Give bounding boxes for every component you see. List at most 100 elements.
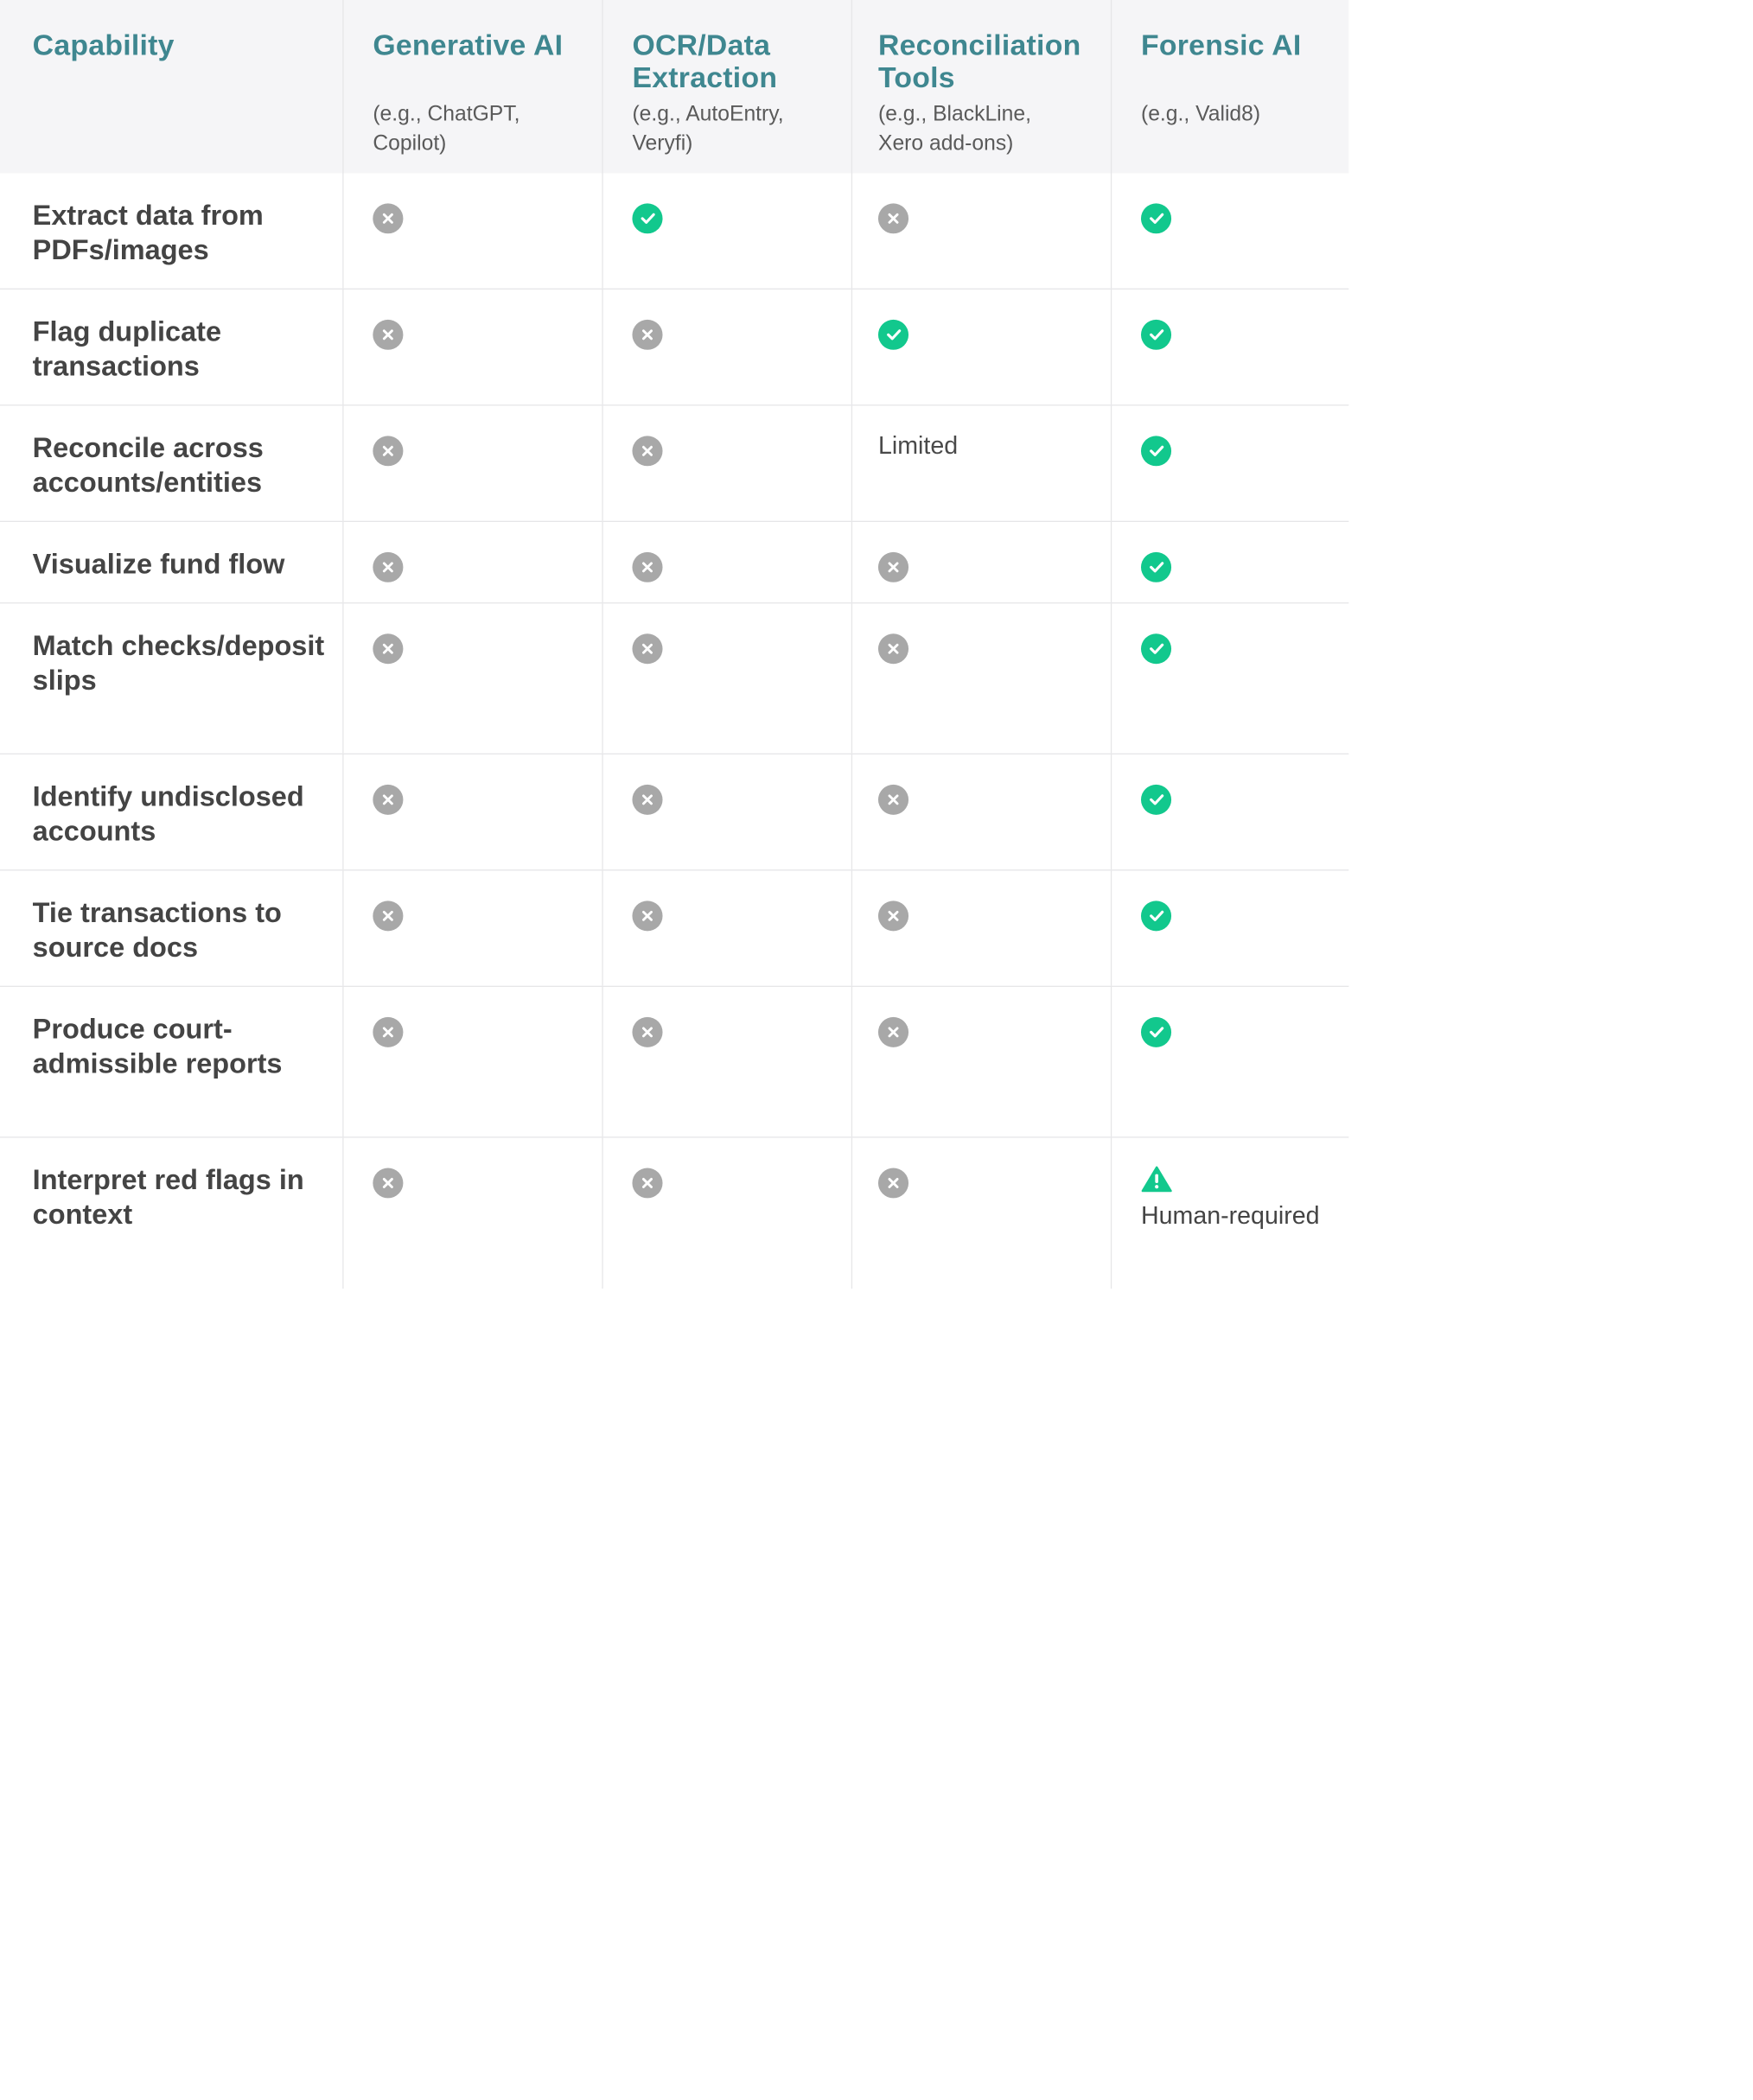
value-cell xyxy=(851,173,1111,289)
x-circle-icon xyxy=(373,900,404,932)
capability-cell: Interpret red flags in context xyxy=(0,1138,342,1289)
column-title: Forensic AI xyxy=(1140,28,1302,62)
header-cell-reconciliation-tools: Reconciliation Tools (e.g., BlackLine, X… xyxy=(851,0,1111,174)
capability-label: Match checks/deposit slips xyxy=(32,630,325,697)
value-cell xyxy=(342,521,602,603)
value-cell xyxy=(1110,289,1348,405)
check-circle-icon xyxy=(1140,900,1172,932)
header-cell-capability: Capability xyxy=(0,0,342,173)
value-cell xyxy=(851,603,1111,754)
capability-cell: Flag duplicate transactions xyxy=(0,290,342,404)
x-circle-icon xyxy=(877,784,909,815)
column-title: Generative AI xyxy=(373,28,564,62)
x-circle-icon xyxy=(877,551,909,582)
capability-cell: Reconcile across accounts/entities xyxy=(0,405,342,520)
x-circle-icon xyxy=(877,203,909,234)
value-cell: Human-required xyxy=(1110,1137,1348,1289)
value-text: Limited xyxy=(877,431,959,460)
value-cell xyxy=(342,1137,602,1289)
value-cell xyxy=(342,870,602,986)
x-circle-icon xyxy=(877,633,909,665)
x-circle-icon xyxy=(632,319,663,350)
check-circle-icon xyxy=(1140,551,1172,582)
x-circle-icon xyxy=(373,784,404,815)
table-header-row: Capability Generative AI (e.g., ChatGPT,… xyxy=(0,0,1349,174)
capability-label: Flag duplicate transactions xyxy=(32,316,222,383)
column-title: OCR/Data Extraction xyxy=(632,28,778,94)
capability-label: Visualize fund flow xyxy=(32,549,285,581)
value-cell xyxy=(602,870,851,986)
value-cell xyxy=(602,1137,851,1289)
x-circle-icon xyxy=(632,1168,663,1199)
value-cell xyxy=(602,173,851,289)
value-cell xyxy=(851,754,1111,870)
value-cell xyxy=(1110,870,1348,986)
x-circle-icon xyxy=(373,436,404,467)
column-subtitle: (e.g., BlackLine, Xero add-ons) xyxy=(877,102,1031,156)
capability-cell: Match checks/deposit slips xyxy=(0,603,342,753)
table-row: Flag duplicate transactions xyxy=(0,289,1349,406)
column-title: Capability xyxy=(32,28,175,62)
x-circle-icon xyxy=(632,551,663,582)
value-cell xyxy=(342,289,602,405)
capability-label: Produce court-admissible reports xyxy=(32,1014,283,1080)
value-cell xyxy=(1110,603,1348,754)
value-cell xyxy=(1110,521,1348,603)
check-circle-icon xyxy=(1140,203,1172,234)
value-cell xyxy=(851,986,1111,1137)
capability-cell: Identify undisclosed accounts xyxy=(0,754,342,869)
check-circle-icon xyxy=(1140,784,1172,815)
x-circle-icon xyxy=(373,1168,404,1199)
header-cell-forensic-ai: Forensic AI (e.g., Valid8) xyxy=(1110,0,1348,174)
column-subtitle: (e.g., AutoEntry, Veryfi) xyxy=(632,102,784,156)
value-cell xyxy=(1110,986,1348,1137)
value-cell xyxy=(342,405,602,521)
x-circle-icon xyxy=(632,1016,663,1047)
check-circle-icon xyxy=(1140,1016,1172,1047)
table-row: Interpret red flags in context Human-requ… xyxy=(0,1137,1348,1289)
value-cell xyxy=(602,603,851,754)
x-circle-icon xyxy=(877,1168,909,1199)
value-cell xyxy=(602,289,851,405)
check-circle-icon xyxy=(1140,436,1172,467)
value-cell xyxy=(342,986,602,1137)
x-circle-icon xyxy=(632,633,663,665)
value-cell xyxy=(851,1137,1111,1289)
value-cell xyxy=(1110,405,1348,521)
check-circle-icon xyxy=(877,319,909,350)
value-cell xyxy=(602,986,851,1137)
x-circle-icon xyxy=(373,203,404,234)
header-cell-generative-ai: Generative AI (e.g., ChatGPT, Copilot) xyxy=(342,0,602,174)
capability-cell: Extract data from PDFs/images xyxy=(0,173,342,288)
column-title: Reconciliation Tools xyxy=(877,28,1081,94)
x-circle-icon xyxy=(373,319,404,350)
table-row: Tie transactions to source docs xyxy=(0,870,1349,987)
x-circle-icon xyxy=(373,551,404,582)
check-circle-icon xyxy=(1140,319,1172,350)
value-cell xyxy=(342,173,602,289)
comparison-table-body: Capability Generative AI (e.g., ChatGPT,… xyxy=(0,0,1349,1289)
x-circle-icon xyxy=(877,900,909,932)
table-row: Extract data from PDFs/images xyxy=(0,173,1349,290)
table-row: Visualize fund flow xyxy=(0,521,1349,604)
table-row: Match checks/deposit slips xyxy=(0,603,1349,754)
value-cell xyxy=(851,870,1111,986)
capability-label: Identify undisclosed accounts xyxy=(32,781,304,848)
value-cell xyxy=(851,289,1111,405)
table-row: Identify undisclosed accounts xyxy=(0,754,1349,871)
column-subtitle: (e.g., Valid8) xyxy=(1140,102,1261,127)
warning-triangle-icon xyxy=(1141,1166,1172,1199)
x-circle-icon xyxy=(632,900,663,932)
value-cell: Limited xyxy=(851,405,1111,521)
capability-label: Extract data from PDFs/images xyxy=(32,200,264,266)
x-circle-icon xyxy=(373,633,404,665)
check-circle-icon xyxy=(632,203,663,234)
value-cell xyxy=(342,603,602,754)
x-circle-icon xyxy=(877,1016,909,1047)
capability-label: Reconcile across accounts/entities xyxy=(32,432,264,499)
value-cell xyxy=(342,754,602,870)
capability-cell: Tie transactions to source docs xyxy=(0,870,342,985)
value-cell xyxy=(602,754,851,870)
capability-label: Interpret red flags in context xyxy=(32,1164,304,1231)
